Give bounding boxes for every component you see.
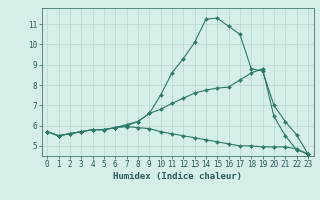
X-axis label: Humidex (Indice chaleur): Humidex (Indice chaleur) bbox=[113, 172, 242, 181]
